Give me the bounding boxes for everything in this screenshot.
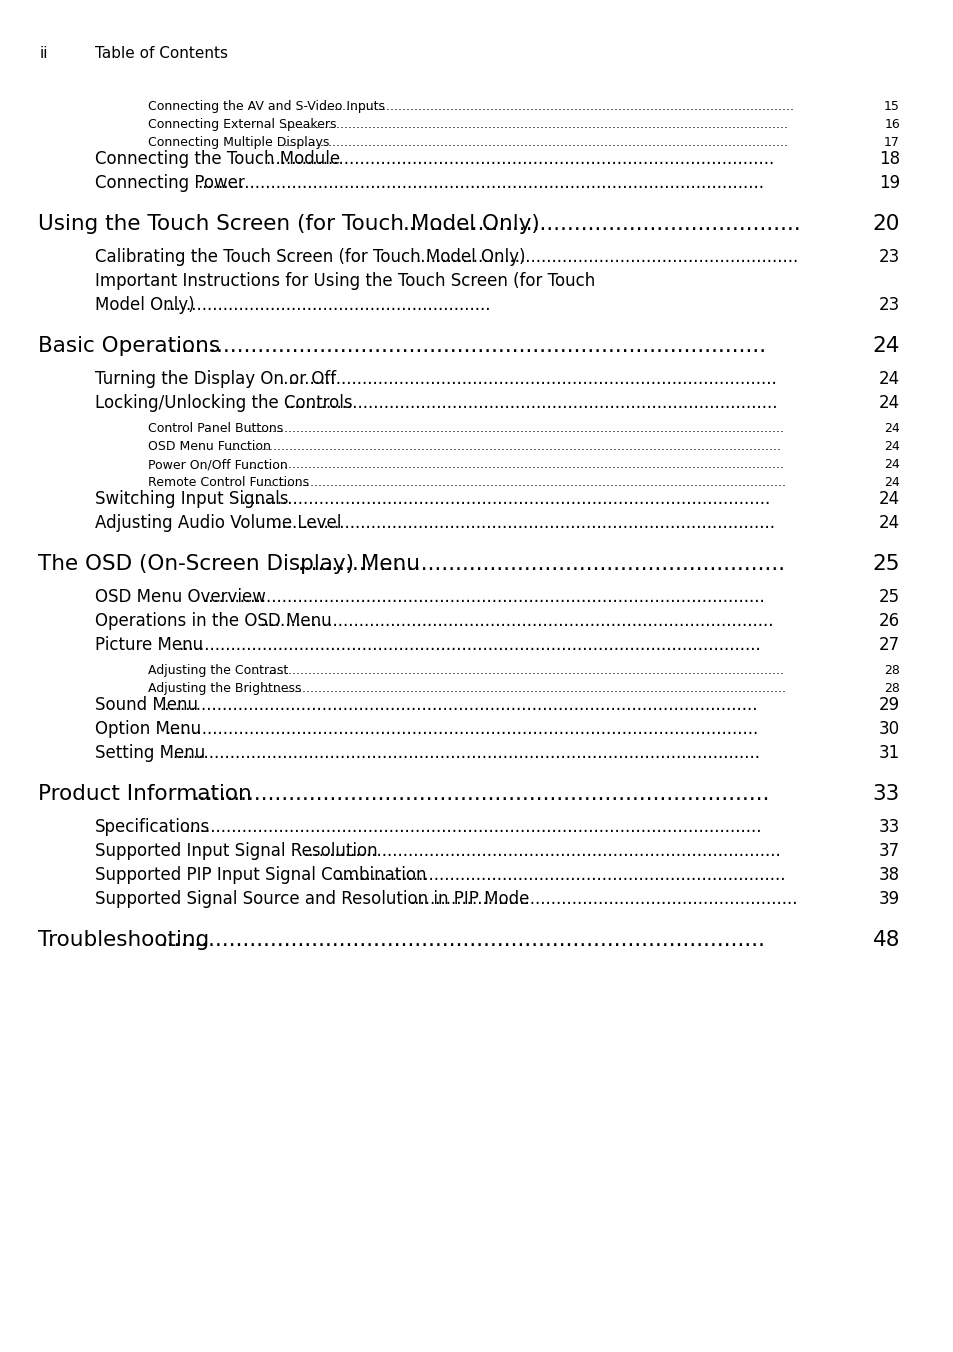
Text: Troubleshooting: Troubleshooting [38,930,209,950]
Text: 29: 29 [878,696,899,714]
Text: Adjusting Audio Volume Level: Adjusting Audio Volume Level [95,514,341,531]
Text: 23: 23 [878,247,899,266]
Text: ................................................................................: ........................................… [248,458,783,470]
Text: The OSD (On-Screen Display) Menu: The OSD (On-Screen Display) Menu [38,554,419,575]
Text: Supported Signal Source and Resolution in PIP Mode: Supported Signal Source and Resolution i… [95,890,529,909]
Text: 30: 30 [878,721,899,738]
Text: ................................................................................: ........................................… [184,818,761,836]
Text: ................................................................................: ........................................… [284,393,777,412]
Text: 24: 24 [872,337,899,356]
Text: 18: 18 [878,150,899,168]
Text: Specifications: Specifications [95,818,210,836]
Text: ................................................................................: ........................................… [272,514,775,531]
Text: .......................................................................: ........................................… [297,554,785,575]
Text: Calibrating the Touch Screen (for Touch Model Only): Calibrating the Touch Screen (for Touch … [95,247,525,266]
Text: 27: 27 [878,635,899,654]
Text: 24: 24 [883,439,899,453]
Text: Connecting External Speakers: Connecting External Speakers [148,118,336,131]
Text: Setting Menu: Setting Menu [95,744,205,763]
Text: Remote Control Functions: Remote Control Functions [148,476,309,489]
Text: Important Instructions for Using the Touch Screen (for Touch: Important Instructions for Using the Tou… [95,272,595,289]
Text: 33: 33 [872,784,899,804]
Text: Using the Touch Screen (for Touch Model Only): Using the Touch Screen (for Touch Model … [38,214,539,234]
Text: Power On/Off Function: Power On/Off Function [148,458,288,470]
Text: 24: 24 [878,393,899,412]
Text: 31: 31 [878,744,899,763]
Text: ................................................................................: ........................................… [248,422,783,435]
Text: 39: 39 [878,890,899,909]
Text: ................................................................................: ........................................… [166,721,758,738]
Text: Control Panel Buttons: Control Panel Buttons [148,422,283,435]
Text: .........................................................................: ........................................… [415,247,798,266]
Text: Connecting Power: Connecting Power [95,174,245,192]
Text: 23: 23 [878,296,899,314]
Text: ................................................................................: ........................................… [240,489,770,508]
Text: ................................................................................: ........................................… [303,842,780,860]
Text: 24: 24 [883,476,899,489]
Text: 17: 17 [883,137,899,149]
Text: 24: 24 [878,370,899,388]
Text: Turning the Display On or Off: Turning the Display On or Off [95,370,335,388]
Text: Connecting Multiple Displays: Connecting Multiple Displays [148,137,329,149]
Text: ................................................................................: ........................................… [196,174,763,192]
Text: ................................................................................: ........................................… [178,635,760,654]
Text: 19: 19 [878,174,899,192]
Text: ................................................................................: ........................................… [203,588,764,606]
Text: Connecting the AV and S-Video Inputs: Connecting the AV and S-Video Inputs [148,100,385,114]
Text: ................................................................................: ........................................… [169,337,766,356]
Text: ................................................................................: ........................................… [259,612,773,630]
Text: 24: 24 [878,489,899,508]
Text: ................................................................................: ........................................… [230,439,781,453]
Text: 33: 33 [878,818,899,836]
Text: ..........................................................................: ........................................… [409,890,797,909]
Text: ................................................................................: ........................................… [334,867,785,884]
Text: ................................................................................: ........................................… [265,150,774,168]
Text: Adjusting the Brightness: Adjusting the Brightness [148,681,301,695]
Text: Option Menu: Option Menu [95,721,201,738]
Text: 28: 28 [883,664,899,677]
Text: OSD Menu Function: OSD Menu Function [148,439,271,453]
Text: OSD Menu Overview: OSD Menu Overview [95,588,266,606]
Text: ................................................................................: ........................................… [277,370,776,388]
Text: Table of Contents: Table of Contents [95,46,228,61]
Text: 24: 24 [883,422,899,435]
Text: 25: 25 [872,554,899,575]
Text: 38: 38 [878,867,899,884]
Text: Basic Operations: Basic Operations [38,337,220,356]
Text: ................................................................................: ........................................… [281,118,788,131]
Text: 16: 16 [883,118,899,131]
Text: ................................................................................: ........................................… [262,681,785,695]
Text: Product Information: Product Information [38,784,252,804]
Text: 24: 24 [878,514,899,531]
Text: Supported PIP Input Signal Combination: Supported PIP Input Signal Combination [95,867,426,884]
Text: 28: 28 [883,681,899,695]
Text: Adjusting the Contrast: Adjusting the Contrast [148,664,288,677]
Text: 26: 26 [878,612,899,630]
Text: ................................................................................: ........................................… [193,784,770,804]
Text: 37: 37 [878,842,899,860]
Text: 25: 25 [878,588,899,606]
Text: ................................................................................: ........................................… [172,744,760,763]
Text: Connecting the Touch Module: Connecting the Touch Module [95,150,340,168]
Text: ii: ii [40,46,49,61]
Text: ................................................................................: ........................................… [281,137,788,149]
Text: Locking/Unlocking the Controls: Locking/Unlocking the Controls [95,393,353,412]
Text: 20: 20 [872,214,899,234]
Text: ..........................................................: ........................................… [402,214,801,234]
Text: Supported Input Signal Resolution: Supported Input Signal Resolution [95,842,377,860]
Text: 24: 24 [883,458,899,470]
Text: ................................................................................: ........................................… [253,664,784,677]
Text: ................................................................................: ........................................… [161,930,765,950]
Text: ................................................................................: ........................................… [159,696,757,714]
Text: ..............................................................: ........................................… [166,296,491,314]
Text: Model Only): Model Only) [95,296,194,314]
Text: Switching Input Signals: Switching Input Signals [95,489,288,508]
Text: 15: 15 [883,100,899,114]
Text: ................................................................................: ........................................… [318,100,794,114]
Text: 48: 48 [872,930,899,950]
Text: Sound Menu: Sound Menu [95,696,198,714]
Text: Operations in the OSD Menu: Operations in the OSD Menu [95,612,332,630]
Text: ................................................................................: ........................................… [262,476,785,489]
Text: Picture Menu: Picture Menu [95,635,208,654]
